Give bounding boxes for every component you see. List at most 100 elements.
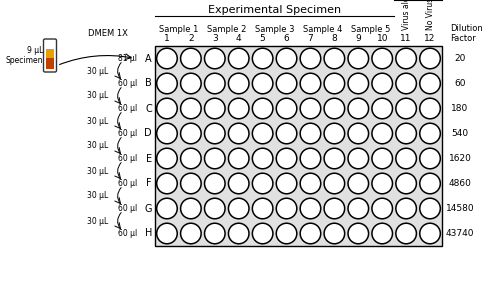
Circle shape (252, 198, 273, 219)
Text: 60 μl: 60 μl (118, 154, 137, 163)
Circle shape (204, 223, 225, 244)
Circle shape (180, 198, 201, 219)
Circle shape (276, 73, 297, 94)
Circle shape (276, 198, 297, 219)
Text: 12: 12 (424, 34, 436, 43)
Text: 7: 7 (308, 34, 314, 43)
Text: D: D (144, 129, 152, 139)
Circle shape (420, 173, 440, 194)
Circle shape (228, 73, 249, 94)
Circle shape (276, 48, 297, 69)
Circle shape (396, 173, 416, 194)
Text: H: H (144, 229, 152, 239)
Text: DMEM 1X: DMEM 1X (88, 29, 128, 39)
Text: G: G (144, 203, 152, 213)
Circle shape (420, 148, 440, 169)
Text: 60: 60 (454, 79, 466, 88)
Circle shape (372, 73, 392, 94)
Text: 11: 11 (400, 34, 412, 43)
Circle shape (300, 198, 320, 219)
Circle shape (396, 223, 416, 244)
Text: Sample 2: Sample 2 (207, 26, 246, 34)
Circle shape (228, 198, 249, 219)
Text: 5: 5 (260, 34, 266, 43)
Circle shape (276, 98, 297, 119)
Circle shape (180, 73, 201, 94)
Circle shape (204, 173, 225, 194)
Text: 540: 540 (452, 129, 468, 138)
FancyBboxPatch shape (44, 39, 57, 72)
Circle shape (156, 148, 177, 169)
Circle shape (348, 173, 368, 194)
Circle shape (180, 223, 201, 244)
Circle shape (228, 48, 249, 69)
Text: 6: 6 (284, 34, 290, 43)
Circle shape (372, 98, 392, 119)
Text: C: C (145, 103, 152, 113)
Circle shape (156, 123, 177, 144)
Circle shape (228, 98, 249, 119)
Circle shape (372, 198, 392, 219)
Circle shape (420, 48, 440, 69)
Circle shape (252, 123, 273, 144)
Circle shape (324, 148, 344, 169)
Text: 1620: 1620 (448, 154, 471, 163)
Circle shape (372, 48, 392, 69)
Circle shape (204, 48, 225, 69)
Text: 60 μl: 60 μl (118, 204, 137, 213)
Text: 4860: 4860 (448, 179, 471, 188)
Circle shape (204, 148, 225, 169)
Circle shape (420, 73, 440, 94)
Circle shape (228, 123, 249, 144)
Circle shape (252, 223, 273, 244)
Text: 30 μL: 30 μL (87, 167, 108, 175)
Circle shape (228, 148, 249, 169)
Text: 60 μl: 60 μl (118, 129, 137, 138)
Circle shape (300, 98, 320, 119)
Circle shape (324, 223, 344, 244)
Text: 30 μL: 30 μL (87, 141, 108, 150)
Text: Dilution
Factor: Dilution Factor (450, 24, 483, 43)
Text: 30 μL: 30 μL (87, 116, 108, 126)
Circle shape (420, 223, 440, 244)
Circle shape (252, 173, 273, 194)
Circle shape (324, 173, 344, 194)
Text: 30 μL: 30 μL (87, 192, 108, 201)
Circle shape (348, 123, 368, 144)
Circle shape (372, 148, 392, 169)
Text: 60 μl: 60 μl (118, 179, 137, 188)
Text: 9 μL
Specimen: 9 μL Specimen (6, 46, 43, 65)
Circle shape (372, 173, 392, 194)
Circle shape (396, 48, 416, 69)
Circle shape (300, 123, 320, 144)
Circle shape (300, 148, 320, 169)
Text: No Virus: No Virus (426, 0, 434, 30)
Text: 43740: 43740 (446, 229, 474, 238)
Text: Sample 1: Sample 1 (159, 26, 198, 34)
Circle shape (420, 98, 440, 119)
Text: 30 μL: 30 μL (87, 92, 108, 101)
Text: Sample 3: Sample 3 (255, 26, 294, 34)
Circle shape (420, 198, 440, 219)
Text: Virus alone: Virus alone (402, 0, 410, 30)
Circle shape (348, 198, 368, 219)
Circle shape (348, 48, 368, 69)
Circle shape (324, 48, 344, 69)
Circle shape (180, 48, 201, 69)
Circle shape (228, 223, 249, 244)
Circle shape (324, 123, 344, 144)
Circle shape (300, 73, 320, 94)
Text: 10: 10 (376, 34, 388, 43)
Circle shape (180, 123, 201, 144)
Circle shape (348, 148, 368, 169)
Circle shape (180, 173, 201, 194)
Circle shape (252, 98, 273, 119)
Circle shape (396, 98, 416, 119)
Circle shape (348, 223, 368, 244)
Circle shape (156, 223, 177, 244)
Circle shape (156, 48, 177, 69)
Text: 4: 4 (236, 34, 242, 43)
Circle shape (204, 198, 225, 219)
Text: 81 μl: 81 μl (118, 54, 137, 63)
Text: 30 μL: 30 μL (87, 67, 108, 75)
